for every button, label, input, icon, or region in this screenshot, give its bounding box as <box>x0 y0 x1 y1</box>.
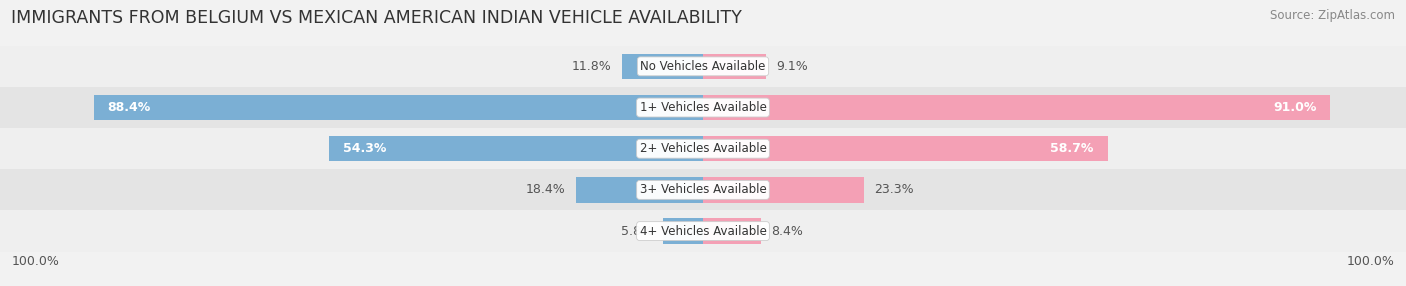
Text: 2+ Vehicles Available: 2+ Vehicles Available <box>640 142 766 155</box>
Text: 3+ Vehicles Available: 3+ Vehicles Available <box>640 183 766 196</box>
Bar <box>703 218 761 244</box>
Bar <box>703 177 863 203</box>
Bar <box>329 136 703 162</box>
Bar <box>0 128 1406 169</box>
Text: 9.1%: 9.1% <box>776 60 808 73</box>
Text: Source: ZipAtlas.com: Source: ZipAtlas.com <box>1270 9 1395 21</box>
Text: No Vehicles Available: No Vehicles Available <box>640 60 766 73</box>
Text: 100.0%: 100.0% <box>11 255 59 267</box>
Bar <box>0 169 1406 210</box>
Bar <box>0 87 1406 128</box>
Text: 100.0%: 100.0% <box>1347 255 1395 267</box>
Bar <box>703 136 1108 162</box>
Text: 18.4%: 18.4% <box>526 183 565 196</box>
Bar <box>621 53 703 79</box>
Bar <box>576 177 703 203</box>
Bar <box>703 95 1330 120</box>
Text: 23.3%: 23.3% <box>875 183 914 196</box>
Text: IMMIGRANTS FROM BELGIUM VS MEXICAN AMERICAN INDIAN VEHICLE AVAILABILITY: IMMIGRANTS FROM BELGIUM VS MEXICAN AMERI… <box>11 9 742 27</box>
Text: 4+ Vehicles Available: 4+ Vehicles Available <box>640 225 766 238</box>
Bar <box>94 95 703 120</box>
Text: 58.7%: 58.7% <box>1050 142 1094 155</box>
Text: 11.8%: 11.8% <box>572 60 612 73</box>
Text: 54.3%: 54.3% <box>343 142 385 155</box>
Text: 91.0%: 91.0% <box>1272 101 1316 114</box>
Text: 1+ Vehicles Available: 1+ Vehicles Available <box>640 101 766 114</box>
Bar <box>664 218 703 244</box>
Bar <box>0 210 1406 252</box>
Text: 5.8%: 5.8% <box>620 225 652 238</box>
Text: 8.4%: 8.4% <box>772 225 803 238</box>
Text: 88.4%: 88.4% <box>107 101 150 114</box>
Bar <box>703 53 766 79</box>
Bar <box>0 46 1406 87</box>
